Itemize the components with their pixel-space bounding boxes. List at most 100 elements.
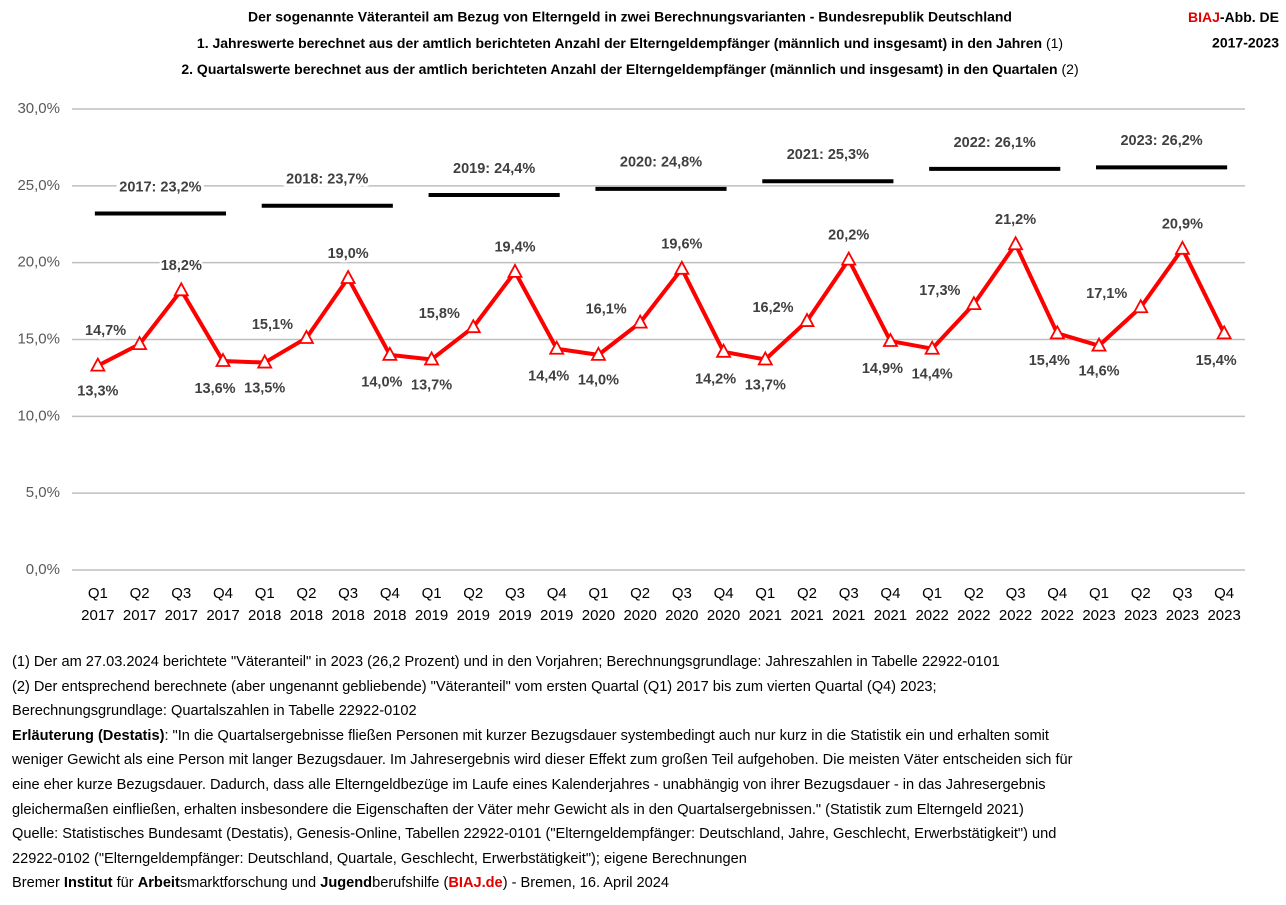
note-text: ) - Bremen, 16. April 2024 [502, 875, 669, 892]
value-label: 14,4% [528, 369, 569, 385]
note-line: Berechnungsgrundlage: Quartalszahlen in … [12, 699, 1073, 724]
note-text: für [112, 875, 138, 892]
subtitle: 1. Jahreswerte berechnet aus der amtlich… [197, 35, 1063, 51]
subtitle-text: 1. Jahreswerte berechnet aus der amtlich… [197, 35, 1042, 51]
note-line: eine eher kurze Bezugsdauer. Dadurch, da… [12, 773, 1073, 798]
value-label: 21,2% [995, 212, 1036, 228]
value-label: 17,3% [919, 283, 960, 299]
marker [1090, 336, 1108, 352]
note-text: smarktforschung und [179, 875, 321, 892]
marker [798, 312, 816, 327]
x-tick-label: Q2 2019 [457, 585, 490, 624]
marker [173, 281, 190, 297]
note-text: Quelle: Statistisches Bundesamt (Destati… [12, 826, 1057, 843]
x-tick-label: Q4 2020 [707, 585, 740, 624]
value-label: 14,6% [1078, 363, 1119, 379]
note-line: gleichermaßen einfließen, erhalten insbe… [12, 798, 1073, 823]
annual-label: 2023: 26,2% [1120, 133, 1202, 149]
chart: Der sogenannte Väteranteil am Bezug von … [17, 9, 1279, 624]
value-label: 13,6% [194, 381, 235, 397]
marker [131, 335, 148, 351]
value-label: 14,2% [695, 372, 736, 388]
annual-label: 2022: 26,1% [954, 135, 1036, 151]
note-text: Erläuterung (Destatis) [12, 727, 165, 744]
note-text: 22922-0102 ("Elterngeldempfänger: Deutsc… [12, 850, 747, 867]
series-line [96, 242, 1226, 368]
annual-label: 2021: 25,3% [787, 147, 869, 163]
value-label: 15,4% [1196, 353, 1237, 369]
marker [548, 339, 565, 355]
value-label: 20,9% [1162, 217, 1203, 233]
marker [423, 350, 440, 366]
marker [757, 350, 774, 366]
note-text: Bremer [12, 875, 64, 892]
value-label: 14,0% [361, 375, 402, 391]
marker [298, 329, 315, 344]
x-tick-label: Q3 2022 [999, 585, 1032, 624]
annual-label: 2020: 24,8% [620, 155, 702, 171]
chart-title: Der sogenannte Väteranteil am Bezug von … [248, 9, 1012, 25]
x-tick-label: Q2 2017 [123, 585, 156, 624]
x-tick-label: Q3 2023 [1166, 585, 1199, 624]
value-label: 19,0% [328, 246, 369, 262]
y-tick-label: 20,0% [17, 254, 60, 271]
marker [1216, 324, 1233, 340]
value-label: 13,3% [77, 383, 118, 399]
value-label: 14,7% [85, 323, 126, 339]
x-tick-label: Q2 2020 [623, 585, 656, 624]
value-label: 16,2% [752, 300, 793, 316]
x-tick-label: Q2 2022 [957, 585, 990, 624]
note-line: (2) Der entsprechend berechnete (aber un… [12, 675, 1073, 700]
annual-label: 2019: 24,4% [453, 161, 535, 177]
marker [381, 345, 398, 361]
value-label: 13,7% [411, 377, 452, 393]
marker [924, 339, 941, 355]
marker [1007, 235, 1024, 251]
notes: (1) Der am 27.03.2024 berichtete "Vätera… [12, 650, 1073, 896]
marker [465, 318, 482, 334]
note-line: 22922-0102 ("Elterngeldempfänger: Deutsc… [12, 847, 1073, 872]
value-label: 19,6% [661, 237, 702, 253]
note-text: (2) Der entsprechend berechnete (aber un… [12, 678, 937, 695]
x-tick-label: Q4 2018 [373, 585, 406, 624]
subtitle: 2. Quartalswerte berechnet aus der amtli… [181, 61, 1078, 77]
note-text: : "In die Quartalsergebnisse fließen Per… [164, 727, 1049, 744]
y-tick-label: 30,0% [17, 100, 60, 117]
marker [256, 353, 273, 369]
x-tick-label: Q2 2023 [1124, 585, 1157, 624]
marker [340, 269, 357, 284]
x-tick-label: Q1 2023 [1082, 585, 1115, 624]
value-label: 14,4% [912, 367, 953, 383]
x-tick-label: Q4 2023 [1207, 585, 1240, 624]
badge-rest: -Abb. DE [1220, 9, 1279, 25]
note-text: gleichermaßen einfließen, erhalten insbe… [12, 801, 1024, 818]
note-text: Institut [63, 875, 113, 892]
note-text: Arbeit [137, 875, 180, 892]
x-tick-label: Q4 2017 [206, 585, 239, 624]
value-label: 15,8% [419, 306, 460, 322]
value-label: 17,1% [1086, 286, 1127, 302]
marker [882, 332, 899, 347]
marker [506, 262, 524, 278]
marker [673, 259, 690, 275]
y-tick-label: 15,0% [17, 330, 60, 347]
y-tick-label: 25,0% [17, 177, 60, 194]
note-line: Erläuterung (Destatis): "In die Quartals… [12, 724, 1073, 749]
y-tick-label: 5,0% [26, 484, 60, 501]
note-text: berufshilfe ( [372, 875, 449, 892]
value-label: 13,7% [745, 377, 786, 393]
value-label: 18,2% [161, 258, 202, 274]
marker [632, 313, 649, 329]
x-tick-label: Q3 2019 [498, 585, 531, 624]
x-tick-label: Q1 2022 [915, 585, 948, 624]
note-line: (1) Der am 27.03.2024 berichtete "Vätera… [12, 650, 1073, 675]
value-label: 15,1% [252, 317, 293, 333]
subtitle-note: (2) [1062, 61, 1079, 77]
x-tick-label: Q1 2017 [81, 585, 114, 624]
period: 2017-2023 [1212, 35, 1279, 51]
x-tick-label: Q1 2019 [415, 585, 448, 624]
marker [1049, 324, 1066, 340]
note-text: (1) Der am 27.03.2024 berichtete "Vätera… [12, 654, 1000, 670]
note-line: weniger Gewicht als eine Person mit lang… [12, 748, 1073, 773]
